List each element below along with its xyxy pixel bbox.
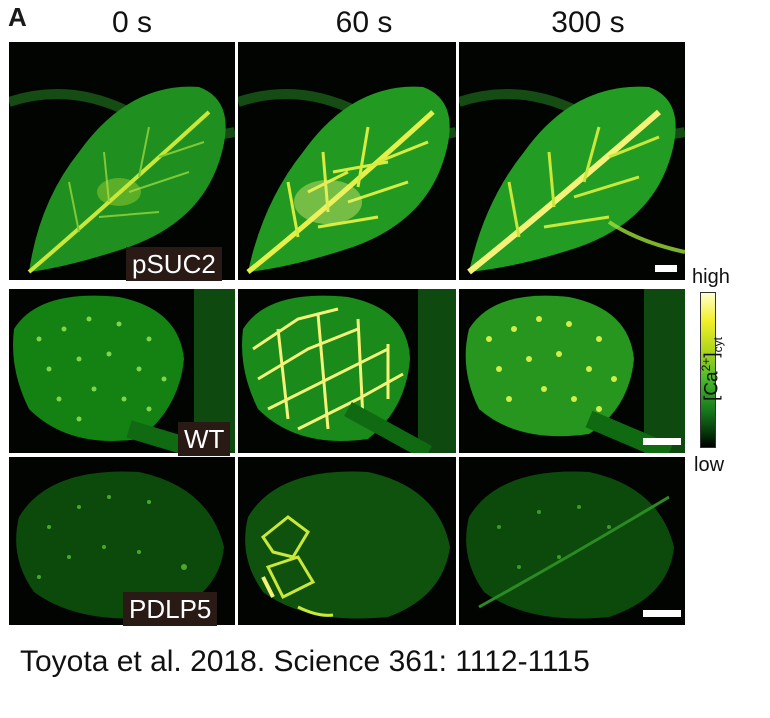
image-psuc2-0s bbox=[9, 42, 235, 280]
row-label-pdlp5: PDLP5 bbox=[123, 592, 218, 626]
image-pdlp5-60s bbox=[238, 457, 456, 625]
scale-bar-a bbox=[655, 265, 677, 272]
image-psuc2-60s bbox=[238, 42, 456, 280]
image-wt-300s bbox=[459, 289, 685, 453]
colorbar-high-label: high bbox=[692, 266, 730, 288]
colorbar-low-label: low bbox=[694, 454, 725, 476]
scale-bar-b-pdlp5 bbox=[643, 610, 681, 617]
colorbar-axis-sub: cyt bbox=[711, 337, 726, 353]
colorbar-axis-sup: 2+ bbox=[698, 357, 713, 372]
panel-a-letter: A bbox=[8, 2, 27, 32]
time-label-0s: 0 s bbox=[111, 6, 153, 39]
row-label-wt: WT bbox=[178, 422, 231, 456]
image-wt-60s bbox=[238, 289, 456, 453]
citation-caption: Toyota et al. 2018. Science 361: 1112-11… bbox=[20, 645, 590, 678]
image-pdlp5-300s bbox=[459, 457, 685, 625]
image-pdlp5-0s bbox=[9, 457, 235, 625]
time-label-300s: 300 s bbox=[551, 6, 625, 39]
colorbar-axis-end: ] bbox=[701, 352, 723, 358]
image-psuc2-300s bbox=[459, 42, 685, 280]
colorbar-axis-base: [Ca bbox=[701, 371, 723, 401]
row-label-psuc2: pSUC2 bbox=[126, 247, 222, 281]
time-label-60s: 60 s bbox=[335, 6, 393, 39]
scale-bar-b-wt bbox=[643, 438, 681, 445]
colorbar bbox=[700, 292, 716, 448]
